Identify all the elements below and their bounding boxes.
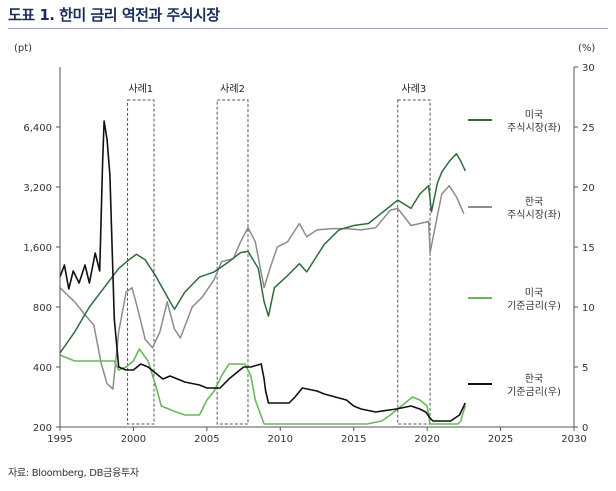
right-axis-unit: (%) — [578, 43, 595, 54]
event-label: 사례2 — [220, 83, 245, 95]
event-label: 사례1 — [128, 83, 153, 95]
chart-title: 도표 1. 한미 금리 역전과 주식시장 — [8, 6, 220, 24]
left-axis-unit: (pt) — [14, 43, 32, 54]
legend-label: 미국 기준금리(우) — [507, 287, 561, 312]
left-tick-label: 800 — [33, 303, 52, 314]
x-tick-label: 2005 — [194, 434, 219, 445]
legend-label: 한국 기준금리(우) — [507, 373, 561, 398]
series-line — [59, 184, 465, 390]
right-tick-label: 15 — [582, 243, 595, 254]
event-box — [127, 99, 155, 425]
x-tick-label: 2000 — [121, 434, 146, 445]
x-tick-label: 2020 — [414, 434, 439, 445]
right-tick-label: 25 — [582, 123, 595, 134]
legend-label: 한국 주식시장(좌) — [507, 196, 561, 221]
series-line — [59, 120, 467, 422]
left-tick-label: 3,200 — [23, 183, 52, 194]
right-tick-label: 10 — [582, 303, 595, 314]
left-tick-label: 400 — [33, 363, 52, 374]
x-tick-label: 2030 — [561, 434, 586, 445]
event-box — [216, 99, 249, 425]
left-tick-label: 1,600 — [23, 243, 52, 254]
x-tick-label: 1995 — [47, 434, 72, 445]
series-line — [59, 348, 467, 425]
right-tick-label: 20 — [582, 183, 595, 194]
event-box — [397, 99, 431, 425]
left-tick-label: 200 — [33, 423, 52, 434]
x-tick-label: 2025 — [488, 434, 513, 445]
event-label: 사례3 — [402, 83, 427, 95]
series-line — [59, 152, 466, 354]
x-tick-label: 2010 — [268, 434, 293, 445]
left-tick-label: 6,400 — [23, 123, 52, 134]
right-tick-label: 30 — [582, 63, 595, 74]
right-tick-label: 0 — [582, 423, 588, 434]
title-rule — [8, 28, 608, 29]
legend-label: 미국 주식시장(좌) — [507, 109, 561, 134]
x-tick-label: 2015 — [341, 434, 366, 445]
right-tick-label: 5 — [582, 363, 588, 374]
source-note: 자료: Bloomberg, DB금융투자 — [8, 468, 139, 479]
